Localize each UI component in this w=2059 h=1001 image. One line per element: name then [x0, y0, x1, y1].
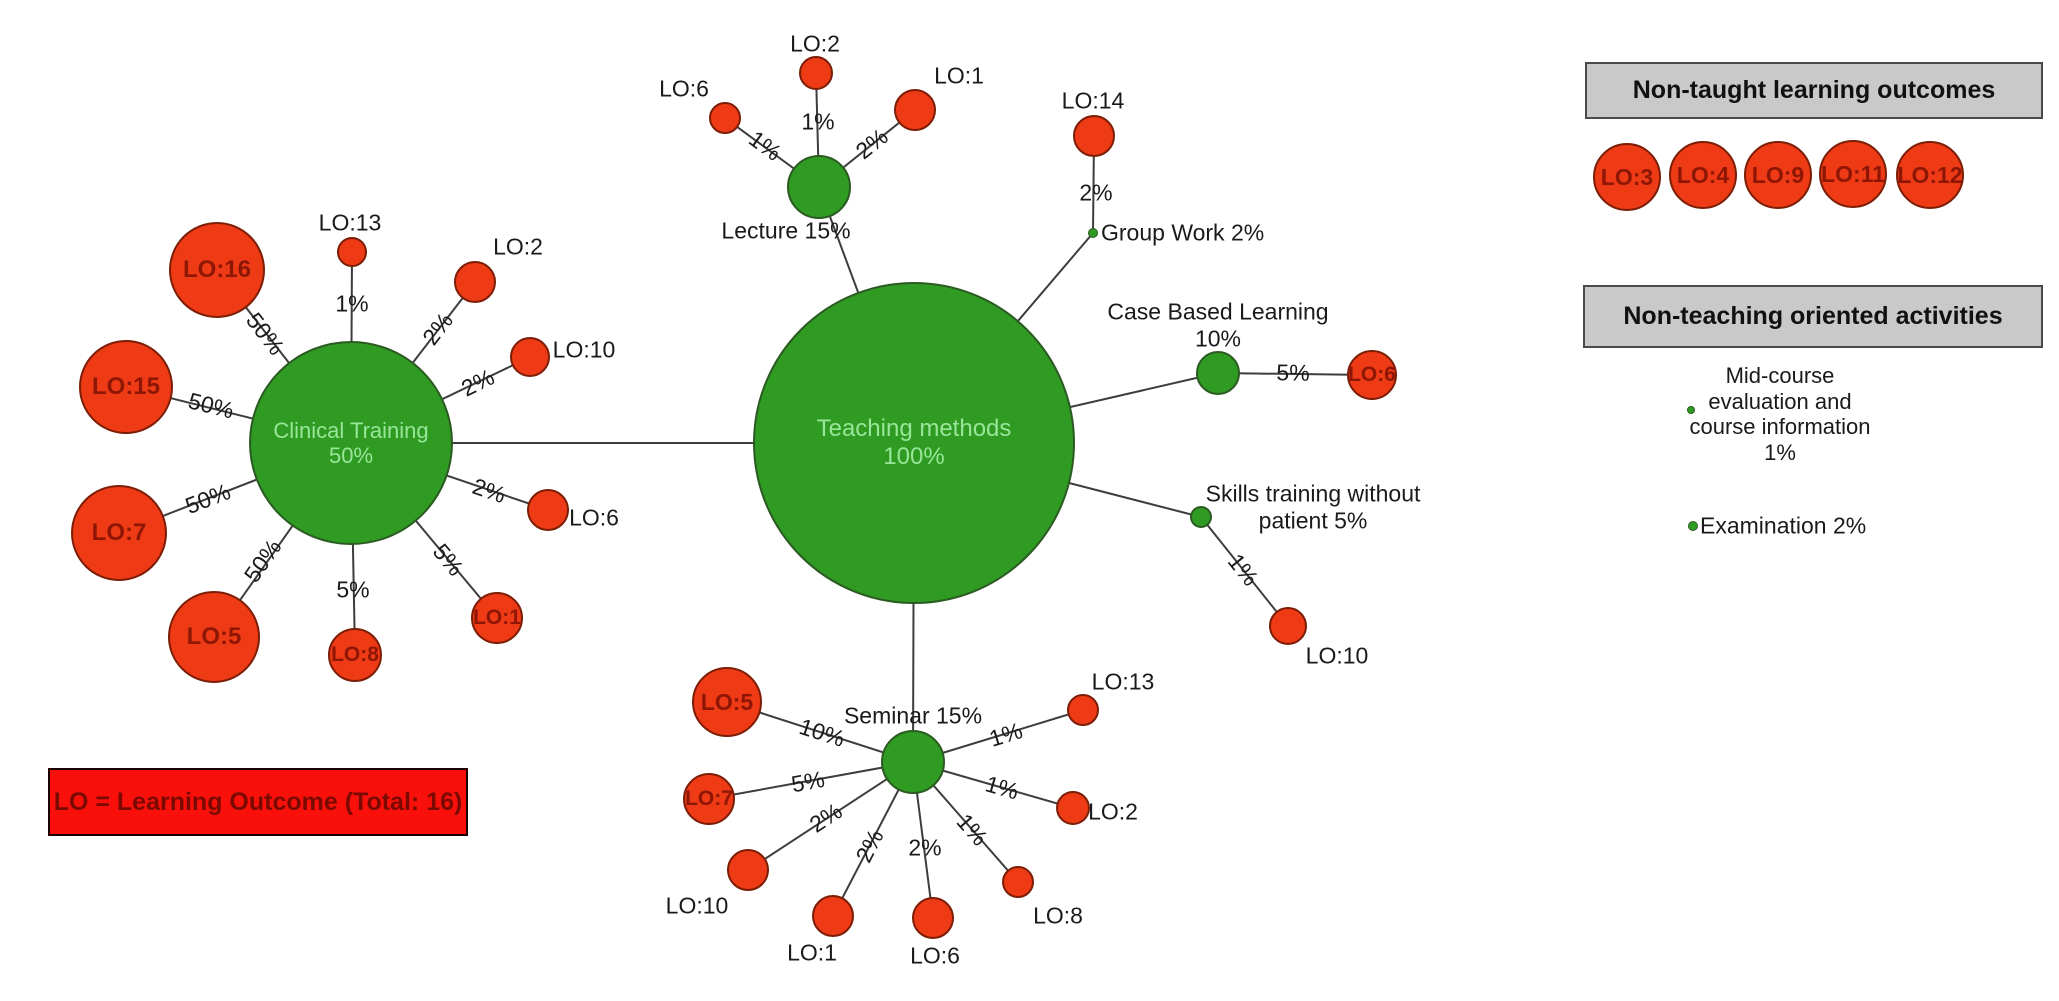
non-teaching-panel-title: Non-teaching oriented activities [1623, 302, 2003, 330]
non-teaching-panel-header: Non-teaching oriented activities [1583, 285, 2043, 348]
edge-case-based-learning--casebased-lo6 [1217, 372, 1373, 376]
node-label-examination: Examination 2% [1700, 512, 1867, 539]
node-case-based-learning [1196, 351, 1240, 395]
node-label-lecture-lo2: LO:2 [790, 30, 840, 57]
node-seminar-lo6 [912, 897, 954, 939]
node-nontaught-lo3: LO:3 [1593, 143, 1661, 211]
node-label-clinical-lo8: LO:8 [331, 642, 379, 666]
node-label-seminar-lo5: LO:5 [700, 688, 754, 715]
node-label-lecture-lo1: LO:1 [934, 62, 984, 89]
edge-label-seminar--seminar-lo6: 2% [908, 834, 942, 861]
non-taught-panel-header: Non-taught learning outcomes [1585, 62, 2043, 119]
edge-label-group-work--groupwork-lo14: 2% [1079, 179, 1113, 206]
node-seminar [881, 730, 945, 794]
node-casebased-lo6: LO:6 [1347, 350, 1397, 400]
node-lecture-lo1 [894, 89, 936, 131]
node-label-clinical-lo13: LO:13 [318, 209, 382, 236]
node-label-seminar-lo6: LO:6 [910, 942, 960, 969]
node-examination [1688, 521, 1698, 531]
edge-label-clinical-training--clinical-lo8: 5% [336, 576, 370, 603]
node-clinical-lo15: LO:15 [79, 340, 173, 434]
node-label-clinical-training: Clinical Training 50% [273, 417, 429, 468]
node-label-seminar-lo10: LO:10 [665, 892, 729, 919]
node-label-lecture-lo6: LO:6 [659, 75, 709, 102]
node-lecture [787, 155, 851, 219]
non-taught-panel-title: Non-taught learning outcomes [1632, 76, 1996, 104]
node-lecture-lo6 [709, 102, 741, 134]
node-clinical-lo10 [510, 337, 550, 377]
node-label-nontaught-lo9: LO:9 [1751, 161, 1805, 188]
node-clinical-training: Clinical Training 50% [249, 341, 453, 545]
node-skills-lo10 [1269, 607, 1307, 645]
node-nontaught-lo11: LO:11 [1819, 140, 1887, 208]
node-label-clinical-lo15: LO:15 [91, 373, 160, 401]
node-clinical-lo5: LO:5 [168, 591, 260, 683]
node-label-clinical-lo10: LO:10 [552, 336, 616, 363]
node-teaching-methods: Teaching methods 100% [753, 282, 1075, 604]
node-label-skills-lo10: LO:10 [1305, 642, 1369, 669]
edge-label-case-based-learning--casebased-lo6: 5% [1276, 359, 1310, 386]
edge-label-clinical-training--clinical-lo13: 1% [335, 290, 369, 317]
node-label-seminar-lo2: LO:2 [1088, 798, 1138, 825]
node-label-casebased-lo6: LO:6 [1348, 362, 1396, 386]
node-label-nontaught-lo3: LO:3 [1600, 163, 1654, 190]
node-label-case-based-learning: Case Based Learning 10% [1107, 298, 1329, 351]
node-nontaught-lo4: LO:4 [1669, 141, 1737, 209]
node-label-nontaught-lo4: LO:4 [1676, 161, 1730, 188]
node-label-clinical-lo16: LO:16 [182, 256, 251, 284]
node-label-seminar: Seminar 15% [843, 702, 983, 729]
legend-box: LO = Learning Outcome (Total: 16) [48, 768, 468, 836]
node-label-nontaught-lo12: LO:12 [1897, 161, 1963, 188]
legend-text: LO = Learning Outcome (Total: 16) [53, 787, 463, 816]
node-label-mid-course-evaluation: Mid-course evaluation and course informa… [1689, 362, 1871, 465]
node-seminar-lo8 [1002, 866, 1034, 898]
node-clinical-lo2 [454, 261, 496, 303]
node-label-clinical-lo5: LO:5 [186, 623, 242, 651]
node-nontaught-lo12: LO:12 [1896, 141, 1964, 209]
node-seminar-lo1 [812, 895, 854, 937]
node-label-groupwork-lo14: LO:14 [1061, 87, 1125, 114]
node-label-seminar-lo8: LO:8 [1033, 902, 1083, 929]
node-nontaught-lo9: LO:9 [1744, 141, 1812, 209]
node-mid-course-evaluation [1687, 406, 1695, 414]
node-label-clinical-lo2: LO:2 [493, 233, 543, 260]
node-groupwork-lo14 [1073, 115, 1115, 157]
node-clinical-lo8: LO:8 [328, 628, 382, 682]
node-clinical-lo6 [527, 489, 569, 531]
node-label-seminar-lo1: LO:1 [787, 939, 837, 966]
edge-seminar--seminar-lo10 [747, 761, 914, 871]
node-seminar-lo2 [1056, 791, 1090, 825]
node-label-group-work: Group Work 2% [1101, 219, 1265, 246]
node-label-teaching-methods: Teaching methods 100% [816, 415, 1012, 470]
edge-label-lecture--lecture-lo2: 1% [801, 108, 835, 135]
node-label-lecture: Lecture 15% [721, 217, 851, 244]
node-label-clinical-lo6: LO:6 [569, 504, 619, 531]
node-seminar-lo5: LO:5 [692, 667, 762, 737]
node-seminar-lo13 [1067, 694, 1099, 726]
node-label-seminar-lo7: LO:7 [685, 786, 733, 810]
node-group-work [1088, 228, 1098, 238]
node-label-nontaught-lo11: LO:11 [1821, 160, 1885, 187]
edge-seminar--seminar-lo7 [708, 761, 914, 800]
node-label-clinical-lo1: LO:1 [473, 605, 521, 629]
node-seminar-lo7: LO:7 [683, 773, 735, 825]
node-skills-training [1190, 506, 1212, 528]
node-label-skills-training: Skills training without patient 5% [1205, 480, 1421, 533]
edge-skills-training--skills-lo10 [1200, 516, 1289, 627]
node-clinical-lo1: LO:1 [471, 592, 523, 644]
node-clinical-lo7: LO:7 [71, 485, 167, 581]
node-label-clinical-lo7: LO:7 [91, 519, 147, 547]
node-clinical-lo16: LO:16 [169, 222, 265, 318]
node-clinical-lo13 [337, 237, 367, 267]
node-lecture-lo2 [799, 56, 833, 90]
node-seminar-lo10 [727, 849, 769, 891]
node-label-seminar-lo13: LO:13 [1091, 668, 1155, 695]
